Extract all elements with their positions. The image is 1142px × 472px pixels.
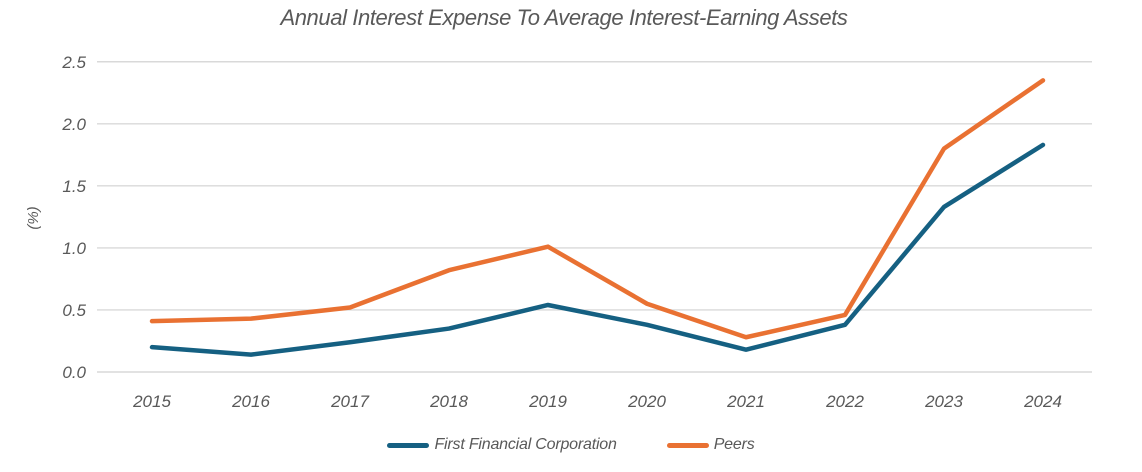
x-tick-label: 2024: [1023, 392, 1062, 411]
series-lines: [149, 78, 1046, 357]
x-tick-label: 2021: [726, 392, 765, 411]
legend: First Financial Corporation Peers: [0, 436, 1142, 454]
legend-label: First Financial Corporation: [434, 436, 617, 453]
legend-swatch-icon: [387, 442, 430, 448]
x-tick-label: 2016: [231, 392, 270, 411]
x-tick-labels: 2015 2016 2017 2018 2019 2020 2021 2022 2023 2024: [132, 392, 1062, 411]
y-tick-label: 1.0: [62, 239, 86, 258]
legend-item: Peers: [666, 436, 755, 454]
series-line-first-financial-corporation: [149, 142, 1046, 357]
gridlines: [97, 61, 1092, 373]
y-tick-label: 1.5: [62, 177, 86, 196]
x-tick-label: 2018: [429, 392, 468, 411]
legend-item: First Financial Corporation: [387, 436, 617, 454]
y-tick-labels: 0.0 0.5 1.0 1.5 2.0 2.5: [61, 53, 86, 382]
x-tick-label: 2023: [924, 392, 963, 411]
chart-title: Annual Interest Expense To Average Inter…: [280, 5, 848, 30]
y-axis-title: (%): [25, 206, 42, 229]
x-tick-label: 2020: [627, 392, 666, 411]
y-tick-label: 2.5: [61, 53, 86, 72]
x-tick-label: 2017: [330, 392, 369, 411]
legend-swatch-icon: [666, 442, 709, 448]
series-line-peers: [149, 78, 1046, 340]
legend-label: Peers: [713, 436, 755, 453]
x-tick-label: 2015: [132, 392, 171, 411]
x-tick-label: 2019: [528, 392, 567, 411]
y-tick-label: 0.5: [62, 301, 86, 320]
y-tick-label: 0.0: [62, 363, 86, 382]
y-tick-label: 2.0: [61, 115, 86, 134]
x-tick-label: 2022: [825, 392, 864, 411]
